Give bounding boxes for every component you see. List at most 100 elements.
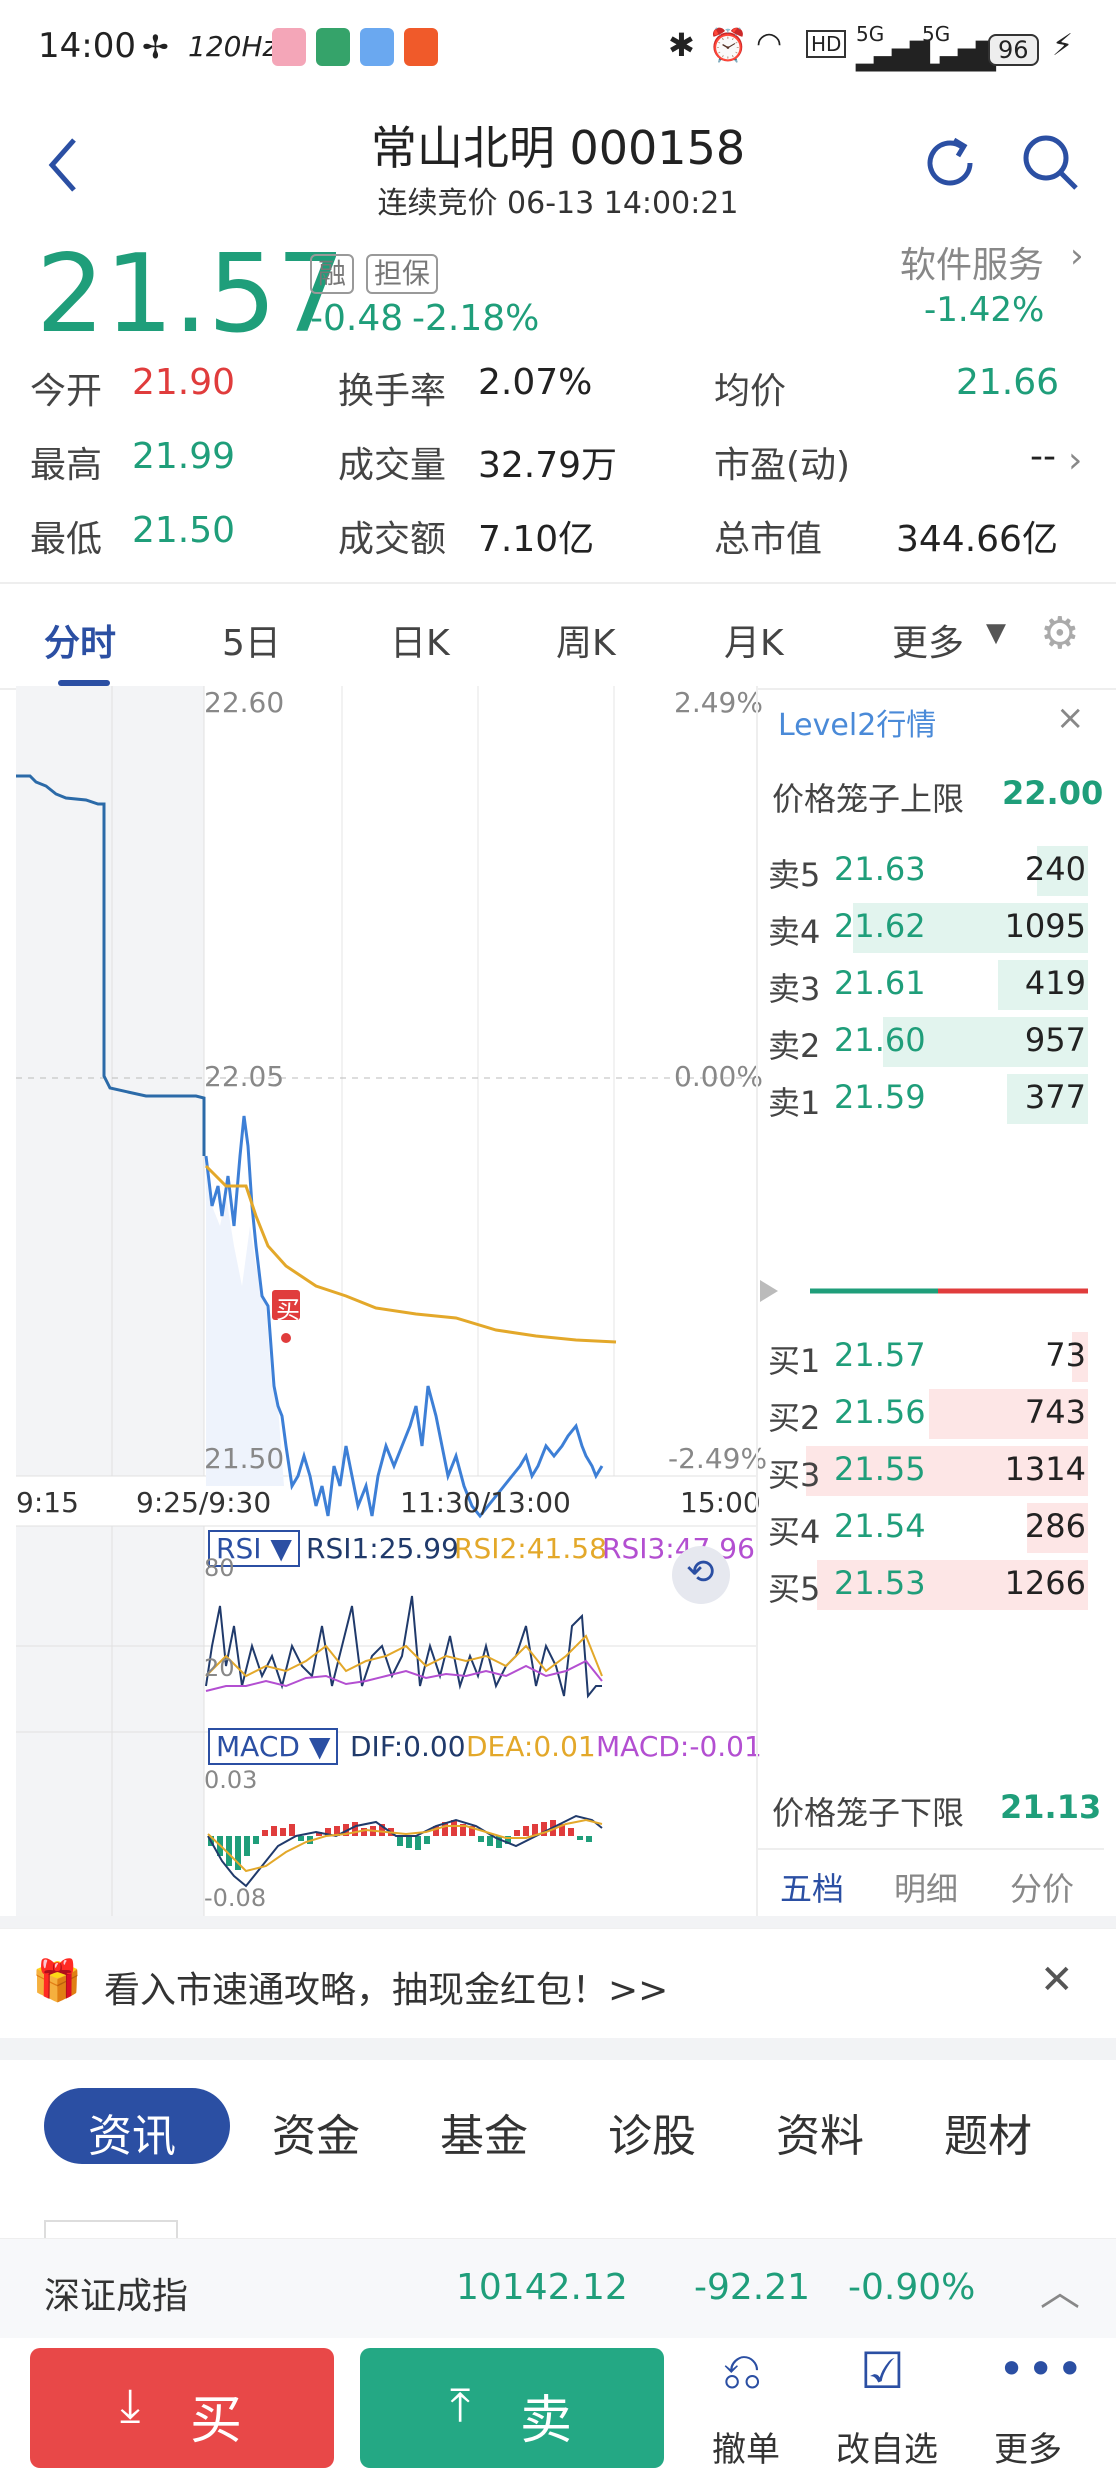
tab-profile[interactable]: 资料 (776, 2111, 864, 2162)
hd-icon: HD (806, 30, 847, 58)
stat-label: 成交额 (338, 519, 447, 560)
rsi-selector[interactable]: RSI ▼ (208, 1530, 300, 1567)
tab-funds-flow[interactable]: 资金 (272, 2111, 360, 2162)
tab-news-active[interactable]: 资讯 (44, 2088, 230, 2164)
tab-more[interactable]: 更多 (892, 623, 965, 664)
index-pct: -0.90% (848, 2267, 976, 2308)
dif-value: DIF:0.00 (350, 1730, 466, 1763)
buy-volume-bar (806, 1446, 1088, 1496)
buy-level-label: 买5 (768, 1570, 821, 1608)
back-button[interactable] (40, 130, 90, 200)
tab-news-label: 资讯 (88, 2111, 176, 2162)
buy-level-price: 21.54 (834, 1507, 926, 1545)
macd-selector[interactable]: MACD ▼ (208, 1728, 339, 1765)
sector-name: 软件服务 (900, 245, 1045, 286)
macd-bar (514, 1830, 520, 1836)
tab-details[interactable]: 明细 (894, 1870, 959, 1908)
gift-icon: 🎁 (32, 1958, 82, 2004)
macd-bar (532, 1824, 538, 1836)
chevron-right-icon[interactable]: › (1068, 440, 1083, 481)
buy-volume-bar (817, 1560, 1088, 1610)
index-ticker[interactable]: 深证成指 10142.12 -92.21 -0.90% ︿ (0, 2238, 1116, 2339)
sell-order-row[interactable]: 卖5 21.63 240 (758, 840, 1104, 900)
intraday-chart[interactable]: 22.60 22.05 21.50 2.49% 0.00% -2.49% 买 9… (16, 686, 767, 1916)
tab-five-levels[interactable]: 五档 (780, 1870, 845, 1908)
sell-level-volume: 377 (1024, 1078, 1086, 1116)
macd-bar (424, 1836, 430, 1844)
tab-topics[interactable]: 题材 (944, 2111, 1032, 2162)
alarm-icon: ⏰ (708, 26, 748, 64)
buy-level-price: 21.53 (834, 1564, 926, 1602)
x-label-1: 9:25/9:30 (136, 1486, 272, 1519)
more-button[interactable]: ••• 更多 (980, 2338, 1090, 2480)
macd-bar (523, 1826, 529, 1836)
x-label-3: 15:00 (680, 1486, 761, 1519)
pct-label-top: 2.49% (674, 686, 763, 719)
chevron-right-icon: › (1070, 236, 1084, 276)
chart-svg (16, 686, 756, 1916)
upper-limit-value: 22.00 (1002, 774, 1104, 812)
tab-monthly-k[interactable]: 月K (724, 623, 784, 664)
buy-order-row[interactable]: 买3 21.55 1314 (758, 1440, 1104, 1500)
stat-value: 21.50 (132, 510, 236, 551)
edit-watchlist-button[interactable]: ☑ 改自选 (830, 2338, 960, 2480)
macd-bar (379, 1824, 385, 1836)
level2-title[interactable]: Level2行情 (778, 708, 937, 743)
promo-banner[interactable]: 🎁 看入市速通攻略，抽现金红包！>> ✕ (0, 1928, 1116, 2039)
buy-order-row[interactable]: 买5 21.53 1266 (758, 1554, 1104, 1614)
stat-value: 7.10亿 (478, 519, 595, 560)
macd-bar (244, 1836, 250, 1856)
bluetooth-icon: ✱ (668, 26, 695, 64)
sell-button[interactable]: ⤒ 卖 (360, 2348, 664, 2468)
level2-panel: Level2行情 × 价格笼子上限 22.00 卖5 21.63 240 卖4 21.6… (756, 686, 1104, 1916)
tab-diagnosis[interactable]: 诊股 (608, 2111, 696, 2162)
buy-order-row[interactable]: 买1 21.57 73 (758, 1326, 1104, 1386)
tab-daily-k[interactable]: 日K (390, 623, 450, 664)
tab-price-dist[interactable]: 分价 (1010, 1870, 1075, 1908)
tab-intraday[interactable]: 分时 (44, 623, 117, 664)
tab-5day[interactable]: 5日 (222, 623, 281, 664)
rotate-screen-button[interactable]: ⟲ (672, 1546, 730, 1604)
sell-level-price: 21.59 (834, 1078, 926, 1116)
macd-bar (577, 1836, 583, 1840)
stat-label: 市盈(动) (714, 445, 851, 486)
macd-bar (415, 1836, 421, 1850)
gear-icon[interactable]: ⚙ (1040, 608, 1080, 659)
stat-label: 换手率 (338, 371, 447, 412)
caret-down-icon: ▼ (270, 1532, 292, 1565)
macd-bar (559, 1824, 565, 1836)
sell-order-row[interactable]: 卖2 21.60 957 (758, 1011, 1104, 1071)
sell-level-volume: 1095 (1004, 907, 1086, 945)
buy-order-row[interactable]: 买4 21.54 286 (758, 1497, 1104, 1557)
lower-limit-value: 21.13 (1000, 1788, 1102, 1826)
tab-fund[interactable]: 基金 (440, 2111, 528, 2162)
macd-bar (271, 1826, 277, 1836)
cancel-order-icon: ⎌ (722, 2342, 762, 2400)
sell-order-row[interactable]: 卖4 21.62 1095 (758, 897, 1104, 957)
buy-arrow-icon: ⤓ (120, 2378, 141, 2432)
news-tabs: 资讯 资金 基金 诊股 资料 题材 (0, 2060, 1116, 2242)
index-value: 10142.12 (456, 2267, 628, 2308)
rsi2-value: RSI2:41.58 (454, 1532, 607, 1565)
chevron-up-icon[interactable]: ︿ (1040, 2269, 1080, 2315)
close-icon[interactable]: × (1056, 698, 1085, 738)
close-icon[interactable]: ✕ (1040, 1957, 1074, 2003)
macd-bar (469, 1826, 475, 1836)
page-subtitle: 连续竞价 06-13 14:00:21 (377, 186, 739, 221)
sell-order-row[interactable]: 卖3 21.61 419 (758, 954, 1104, 1014)
index-change: -92.21 (694, 2267, 811, 2308)
sell-level-price: 21.62 (834, 907, 926, 945)
refresh-button[interactable] (918, 130, 984, 196)
buy-button[interactable]: ⤓ 买 (30, 2348, 334, 2468)
sector-link[interactable]: 软件服务 › -1.42% (890, 232, 1090, 342)
buy-marker-label: 买 (276, 1296, 300, 1324)
cancel-order-button[interactable]: ⎌ 撤单 (700, 2338, 810, 2480)
sell-order-row[interactable]: 卖1 21.59 377 (758, 1068, 1104, 1128)
macd-bar (235, 1836, 241, 1870)
tab-weekly-k[interactable]: 周K (556, 623, 616, 664)
macd-bar (568, 1828, 574, 1836)
macd-bar (478, 1836, 484, 1842)
search-button[interactable] (1018, 130, 1084, 196)
lower-limit-label: 价格笼子下限 (772, 1794, 965, 1832)
buy-order-row[interactable]: 买2 21.56 743 (758, 1383, 1104, 1443)
